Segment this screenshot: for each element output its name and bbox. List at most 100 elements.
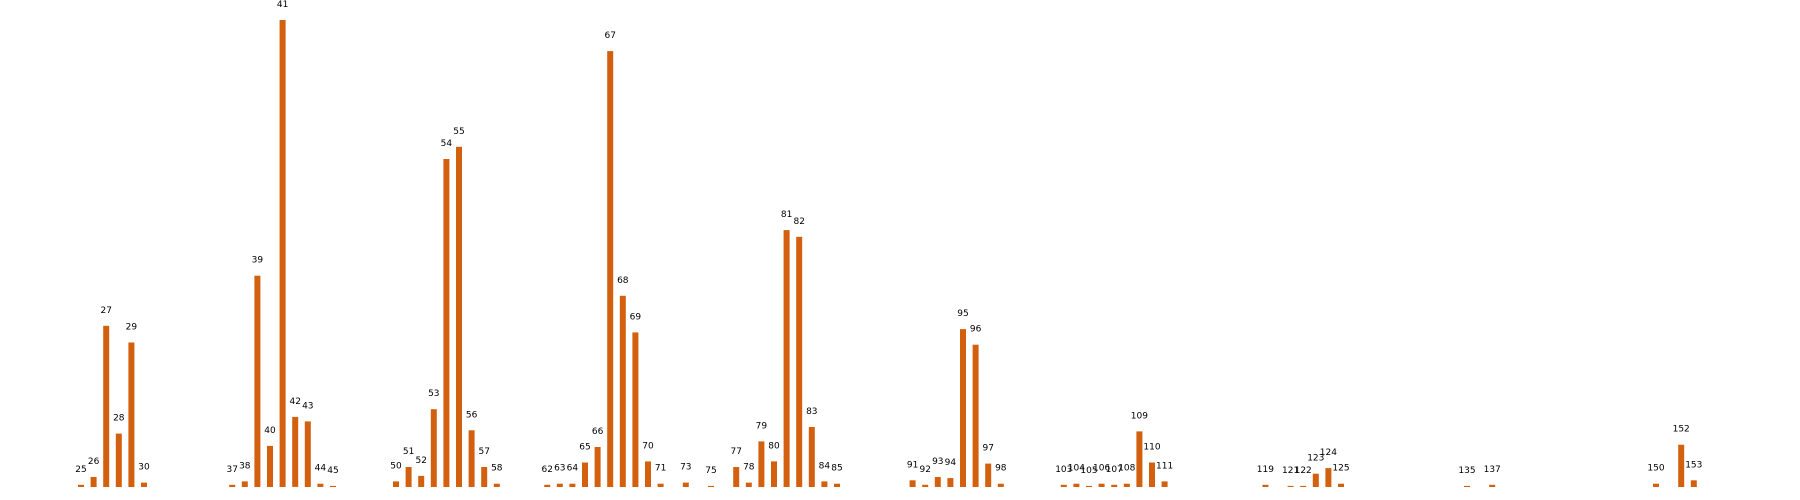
- bar-label-122: 122: [1295, 466, 1312, 476]
- bar-label-42: 42: [289, 397, 300, 407]
- bar-label-105: 105: [1080, 466, 1097, 476]
- bar-label-82: 82: [793, 217, 804, 227]
- bar-63: [556, 483, 563, 487]
- bar-135: [1464, 485, 1470, 487]
- bar-label-98: 98: [995, 464, 1007, 474]
- bar-label-104: 104: [1068, 464, 1085, 474]
- bar-label-26: 26: [88, 457, 100, 467]
- bar-label-58: 58: [491, 464, 503, 474]
- bar-label-41: 41: [277, 0, 288, 10]
- bar-label-75: 75: [705, 466, 716, 476]
- bar-label-50: 50: [390, 461, 402, 471]
- bar-label-30: 30: [138, 463, 150, 473]
- bar-label-84: 84: [819, 461, 831, 471]
- bar-55: [456, 146, 462, 488]
- bar-95: [960, 329, 966, 487]
- bar-27: [103, 325, 110, 487]
- bar-93: [934, 477, 941, 487]
- bar-label-45: 45: [327, 466, 338, 476]
- bar-79: [758, 441, 765, 487]
- bar-label-153: 153: [1685, 460, 1702, 470]
- bar-label-55: 55: [453, 127, 464, 137]
- bar-64: [569, 483, 576, 487]
- bar-96: [972, 344, 979, 487]
- bar-94: [947, 478, 954, 487]
- bar-label-65: 65: [579, 443, 590, 453]
- bar-label-25: 25: [75, 465, 86, 475]
- bar-77: [733, 467, 740, 487]
- bar-85: [834, 483, 840, 487]
- bar-label-108: 108: [1118, 464, 1135, 474]
- bar-71: [657, 483, 664, 487]
- bar-39: [254, 275, 261, 487]
- bar-label-125: 125: [1332, 464, 1349, 474]
- bar-73: [682, 482, 689, 487]
- bar-52: [418, 475, 425, 487]
- bar-label-80: 80: [768, 441, 780, 451]
- bar-104: [1073, 483, 1080, 487]
- bar-44: [317, 483, 324, 487]
- bars-layer: [78, 20, 1697, 488]
- bar-label-93: 93: [932, 457, 943, 467]
- bar-121: [1287, 485, 1294, 487]
- bar-label-51: 51: [403, 447, 414, 457]
- bar-label-111: 111: [1156, 461, 1173, 471]
- bar-78: [745, 482, 752, 487]
- bar-92: [922, 484, 929, 487]
- bar-45: [330, 485, 336, 487]
- bar-98: [997, 483, 1004, 487]
- bar-81: [783, 230, 790, 487]
- bar-30: [141, 482, 147, 487]
- bar-label-97: 97: [982, 444, 993, 454]
- bar-label-123: 123: [1307, 454, 1324, 464]
- bar-label-28: 28: [113, 414, 125, 424]
- bar-28: [115, 433, 122, 487]
- bar-108: [1123, 483, 1130, 487]
- bar-37: [229, 484, 236, 487]
- bar-label-27: 27: [100, 306, 111, 316]
- bar-62: [544, 484, 551, 487]
- bar-label-124: 124: [1320, 448, 1337, 458]
- bar-label-81: 81: [781, 210, 792, 220]
- bar-111: [1161, 481, 1168, 487]
- bar-152: [1678, 444, 1685, 487]
- bar-label-91: 91: [907, 460, 918, 470]
- bar-69: [632, 332, 639, 487]
- bar-label-96: 96: [970, 325, 982, 335]
- bar-80: [771, 461, 777, 487]
- bar-153: [1690, 480, 1697, 487]
- bar-56: [468, 430, 475, 487]
- bar-label-70: 70: [642, 441, 654, 451]
- bar-label-152: 152: [1673, 425, 1690, 435]
- bar-68: [619, 295, 626, 487]
- bar-51: [405, 467, 412, 487]
- bar-label-95: 95: [957, 309, 968, 319]
- bar-150: [1653, 483, 1659, 487]
- bar-label-67: 67: [604, 31, 615, 41]
- bar-label-69: 69: [630, 312, 642, 322]
- bar-82: [796, 236, 803, 487]
- bar-84: [821, 481, 828, 487]
- bar-label-56: 56: [466, 410, 478, 420]
- bar-label-77: 77: [730, 447, 741, 457]
- bar-58: [493, 483, 500, 487]
- bar-65: [582, 462, 588, 487]
- bar-43: [304, 421, 311, 487]
- bar-110: [1149, 462, 1155, 487]
- bar-124: [1325, 468, 1332, 487]
- bar-label-44: 44: [315, 464, 327, 474]
- bar-label-94: 94: [945, 458, 957, 468]
- bar-97: [985, 463, 992, 487]
- bar-label-71: 71: [655, 464, 666, 474]
- bar-83: [808, 427, 815, 487]
- bar-label-103: 103: [1055, 465, 1072, 475]
- bar-label-63: 63: [554, 464, 565, 474]
- bar-label-109: 109: [1131, 411, 1148, 421]
- bar-103: [1060, 484, 1067, 487]
- bar-75: [708, 485, 714, 487]
- bar-label-53: 53: [428, 389, 439, 399]
- bar-label-57: 57: [478, 447, 489, 457]
- bar-67: [607, 51, 614, 487]
